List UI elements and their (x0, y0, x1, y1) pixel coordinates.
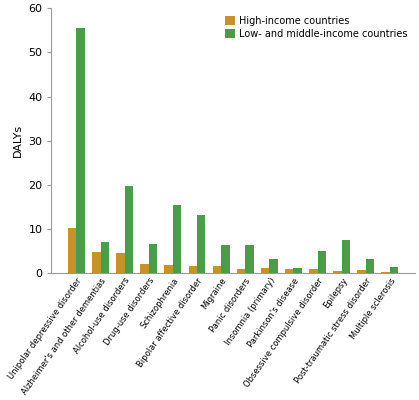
Bar (261, 268, 269, 274)
Bar (318, 251, 326, 274)
Bar (189, 266, 197, 274)
Bar (116, 253, 125, 274)
Bar (213, 266, 221, 274)
Bar (197, 215, 205, 274)
Bar (173, 205, 181, 274)
Legend: High-income countries, Low- and middle-income countries: High-income countries, Low- and middle-i… (222, 13, 410, 42)
Bar (68, 228, 76, 274)
Bar (333, 271, 341, 274)
Bar (366, 259, 374, 274)
Y-axis label: DALYs: DALYs (13, 124, 23, 157)
Bar (390, 267, 398, 274)
Bar (237, 268, 245, 274)
Bar (309, 270, 318, 274)
Bar (164, 266, 173, 274)
Bar (285, 269, 293, 274)
Bar (221, 245, 230, 274)
Bar (101, 242, 109, 274)
Bar (245, 245, 253, 274)
Bar (269, 259, 278, 274)
Bar (357, 270, 366, 274)
Bar (140, 264, 149, 274)
Bar (381, 272, 390, 274)
Bar (92, 252, 101, 274)
Bar (76, 28, 85, 274)
Bar (125, 186, 133, 274)
Bar (149, 244, 157, 274)
Bar (341, 240, 350, 274)
Bar (293, 268, 302, 274)
